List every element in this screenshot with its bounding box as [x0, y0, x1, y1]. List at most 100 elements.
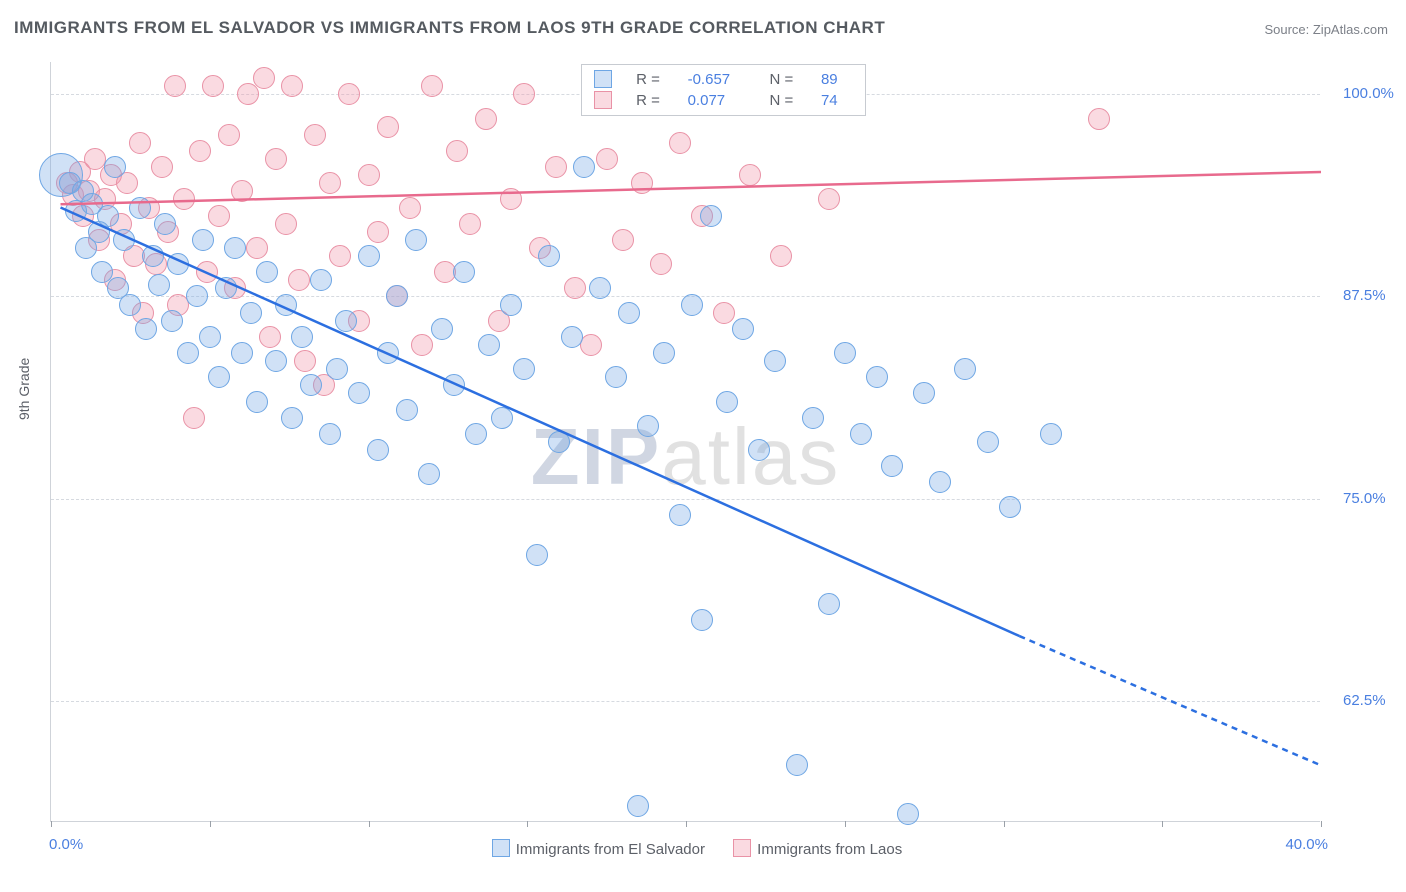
point-series1	[716, 391, 738, 413]
watermark: ZIPatlas	[531, 411, 840, 503]
point-series1	[256, 261, 278, 283]
point-series2	[275, 213, 297, 235]
point-series2	[294, 350, 316, 372]
y-axis-title: 9th Grade	[16, 358, 32, 420]
point-series1	[669, 504, 691, 526]
point-series2	[183, 407, 205, 429]
gridline	[51, 701, 1320, 702]
series2-n-value: 74	[817, 90, 857, 111]
point-series1	[618, 302, 640, 324]
source-label: Source: ZipAtlas.com	[1264, 22, 1388, 37]
point-series1	[491, 407, 513, 429]
point-series2	[259, 326, 281, 348]
y-tick-label: 87.5%	[1343, 287, 1386, 304]
point-series1	[818, 593, 840, 615]
point-series2	[196, 261, 218, 283]
point-series2	[173, 188, 195, 210]
point-series2	[151, 156, 173, 178]
point-series1	[186, 285, 208, 307]
point-series2	[713, 302, 735, 324]
x-tick	[51, 821, 52, 827]
source-link[interactable]: ZipAtlas.com	[1313, 22, 1388, 37]
point-series1	[700, 205, 722, 227]
point-series1	[142, 245, 164, 267]
point-series1	[291, 326, 313, 348]
point-series1	[913, 382, 935, 404]
source-prefix: Source:	[1264, 22, 1312, 37]
point-series2	[545, 156, 567, 178]
series1-r-value: -0.657	[684, 69, 766, 90]
series1-label: Immigrants from El Salvador	[516, 841, 705, 858]
point-series1	[208, 366, 230, 388]
legend-swatch-series1	[594, 70, 612, 88]
point-series2	[367, 221, 389, 243]
point-series1	[224, 237, 246, 259]
point-series1	[526, 544, 548, 566]
point-series2	[304, 124, 326, 146]
point-series1	[148, 274, 170, 296]
n-label: N =	[770, 92, 794, 109]
point-series2	[202, 75, 224, 97]
x-tick	[369, 821, 370, 827]
point-series1	[431, 318, 453, 340]
point-series2	[164, 75, 186, 97]
x-legend-swatch-series1	[492, 839, 510, 857]
point-series1	[104, 156, 126, 178]
stats-legend: R = -0.657 N = 89 R = 0.077 N = 74	[581, 64, 866, 116]
point-series2	[189, 140, 211, 162]
point-series2	[421, 75, 443, 97]
point-series1	[561, 326, 583, 348]
point-series2	[500, 188, 522, 210]
point-series1	[748, 439, 770, 461]
point-series2	[377, 116, 399, 138]
point-series1	[653, 342, 675, 364]
point-series1	[573, 156, 595, 178]
point-series1	[154, 213, 176, 235]
series2-label: Immigrants from Laos	[757, 841, 902, 858]
r-label: R =	[636, 92, 660, 109]
point-series1	[691, 609, 713, 631]
point-series2	[208, 205, 230, 227]
point-series1	[396, 399, 418, 421]
point-series2	[231, 180, 253, 202]
point-series1	[443, 374, 465, 396]
plot-area: ZIPatlas R = -0.657 N = 89 R = 0.077 N =…	[50, 62, 1320, 822]
point-series2	[612, 229, 634, 251]
point-series1	[177, 342, 199, 364]
point-series1	[281, 407, 303, 429]
point-series1	[681, 294, 703, 316]
x-legend-swatch-series2	[733, 839, 751, 857]
point-series2	[446, 140, 468, 162]
x-axis-legend: Immigrants from El Salvador Immigrants f…	[50, 839, 1320, 858]
x-tick	[845, 821, 846, 827]
x-tick	[686, 821, 687, 827]
point-series1	[627, 795, 649, 817]
point-series2	[1088, 108, 1110, 130]
point-series1	[192, 229, 214, 251]
point-series1	[977, 431, 999, 453]
point-series1	[732, 318, 754, 340]
point-series1	[265, 350, 287, 372]
point-series1	[589, 277, 611, 299]
point-series1	[97, 205, 119, 227]
point-series2	[818, 188, 840, 210]
point-series2	[338, 83, 360, 105]
point-series2	[669, 132, 691, 154]
series2-r-value: 0.077	[684, 90, 766, 111]
trend-lines	[51, 62, 1321, 822]
point-series2	[253, 67, 275, 89]
point-series2	[218, 124, 240, 146]
chart-title: IMMIGRANTS FROM EL SALVADOR VS IMMIGRANT…	[14, 18, 885, 38]
point-series2	[319, 172, 341, 194]
point-series1	[300, 374, 322, 396]
point-series1	[786, 754, 808, 776]
point-series1	[275, 294, 297, 316]
point-series2	[564, 277, 586, 299]
point-series1	[215, 277, 237, 299]
point-series1	[834, 342, 856, 364]
point-series1	[538, 245, 560, 267]
point-series2	[475, 108, 497, 130]
point-series1	[231, 342, 253, 364]
point-series1	[319, 423, 341, 445]
legend-swatch-series2	[594, 91, 612, 109]
